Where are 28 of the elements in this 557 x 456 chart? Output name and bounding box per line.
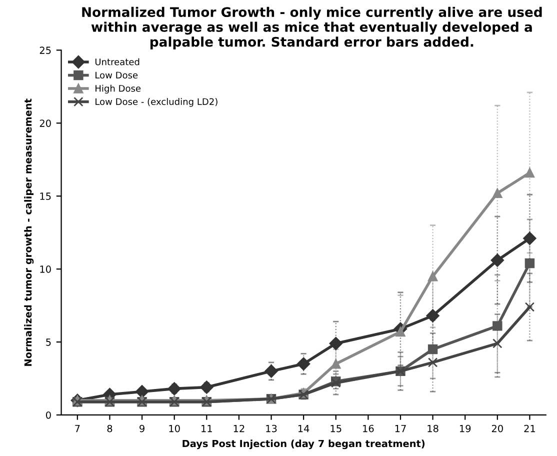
x-tick-label: 11 [202, 424, 212, 432]
x-tick-label: 16 [363, 424, 374, 432]
x-tick-label: 21 [524, 424, 535, 432]
y-tick-label: 15 [40, 192, 51, 200]
legend-label: Low Dose [96, 72, 138, 79]
x-tick-label: 19 [460, 424, 471, 432]
y-tick-label: 10 [40, 266, 51, 273]
x-tick-label: 20 [492, 424, 503, 432]
x-tick-label: 10 [169, 424, 180, 432]
x-tick-label: 7 [75, 424, 80, 432]
legend-label: Untreated [95, 58, 140, 66]
x-tick-label: 15 [330, 424, 342, 432]
x-tick-label: 8 [107, 424, 112, 432]
y-axis-title: Normalized tumor growth - caliper measurement [24, 98, 34, 366]
x-tick-label: 14 [298, 424, 310, 432]
x-tick-label: 17 [395, 424, 406, 432]
x-tick-label: 9 [140, 424, 144, 432]
chart-title: Normalized Tumor Growth - only mice currently alive are used within average as well as mice that eventually developed a palpable tumor. Standard error bars added. [82, 6, 542, 50]
legend-label: Low Dose - (excluding LD2) [96, 98, 218, 107]
x-tick-label: 18 [428, 424, 438, 432]
legend-label: High Dose [96, 84, 141, 94]
y-tick-label: 0 [46, 411, 51, 419]
x-tick-label: 13 [266, 424, 277, 432]
x-tick-label: 12 [234, 424, 244, 432]
y-tick-label: 20 [40, 120, 51, 127]
y-tick-label: 5 [46, 338, 51, 346]
y-tick-label: 25 [40, 46, 51, 54]
x-axis-title: Days Post Injection (day 7 began treatment) [182, 440, 424, 450]
